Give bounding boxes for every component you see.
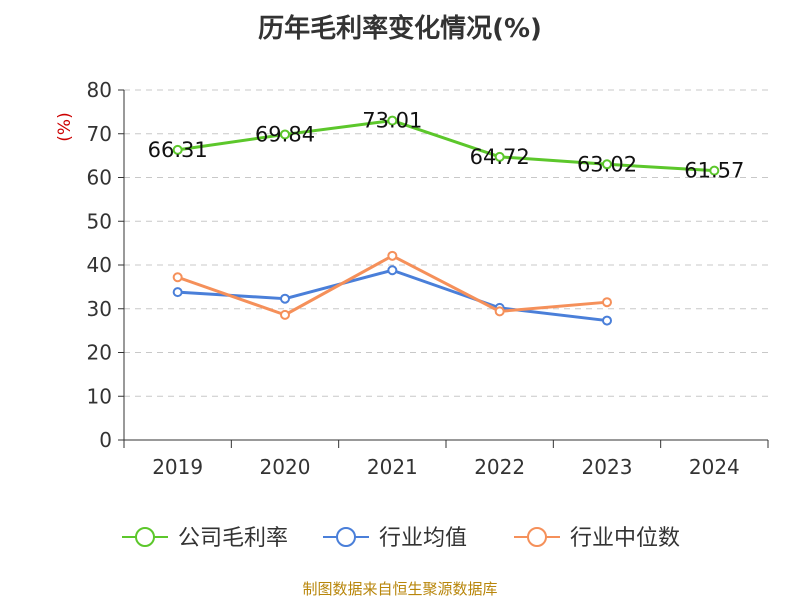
legend-label-1: 行业均值	[379, 526, 467, 551]
data-label-2019: 66.31	[148, 138, 208, 162]
x-tick-label-2022: 2022	[474, 455, 525, 479]
y-tick-label-50: 50	[87, 209, 112, 233]
y-tick-label-30: 30	[87, 297, 112, 321]
series-0-point-2019	[172, 144, 183, 155]
data-label-2020: 69.84	[255, 122, 315, 146]
x-tick-label-2024: 2024	[689, 455, 740, 479]
series-2-point-2021	[387, 250, 398, 261]
x-tick-label-2020: 2020	[260, 455, 311, 479]
series-2-point-2019	[172, 272, 183, 283]
x-tick-label-2023: 2023	[582, 455, 633, 479]
series-1-point-2020	[280, 293, 290, 304]
series-1-point-2019	[172, 287, 183, 298]
y-tick-label-60: 60	[87, 166, 112, 190]
legend-label-0: 公司毛利率	[178, 526, 288, 551]
data-label-2024: 61.57	[684, 159, 744, 183]
chart-title: 历年毛利率变化情况(%)	[258, 14, 542, 44]
series-1-point-2023	[602, 315, 612, 326]
data-label-2022: 64.72	[470, 145, 530, 169]
source-note: 制图数据来自恒生聚源数据库	[302, 580, 498, 598]
y-tick-label-40: 40	[87, 253, 112, 277]
x-tick-label-2019: 2019	[152, 455, 203, 479]
y-axis-unit-label: (%)	[55, 112, 75, 141]
series-0-point-2021	[387, 115, 398, 126]
legend-marker-0	[135, 527, 155, 547]
data-labels: 66.31 69.84 73.01 64.72 63.02 61.57	[148, 109, 745, 183]
y-tick-label-80: 80	[87, 78, 112, 102]
x-tick-label-2021: 2021	[367, 455, 418, 479]
series-0-point-2024	[709, 165, 720, 176]
series-0-point-2022	[494, 151, 505, 162]
legend-label-2: 行业中位数	[570, 526, 680, 551]
series-2-point-2020	[280, 309, 290, 320]
y-tick-label-10: 10	[87, 384, 112, 408]
series-2-point-2023	[602, 297, 612, 308]
y-tick-label-70: 70	[87, 122, 112, 146]
series-0-point-2023	[602, 159, 612, 170]
y-tick-label-0: 0	[99, 428, 112, 452]
series-line-1	[177, 268, 608, 323]
data-label-2021: 73.01	[362, 109, 422, 133]
legend: 公司毛利率 行业均值 行业中位数	[122, 526, 680, 551]
grid-lines	[124, 89, 768, 397]
legend-marker-2	[527, 527, 547, 547]
series-0-point-2020	[280, 129, 290, 140]
series-1-point-2021	[387, 265, 398, 276]
series-lines	[172, 115, 720, 326]
series-2-point-2022	[494, 306, 505, 317]
axes: 0 10 20 30 40 50 60 70 80 2019 2020 2021 2022 2023 202…	[55, 78, 769, 479]
legend-marker-1	[336, 527, 356, 547]
y-tick-label-20: 20	[87, 341, 112, 365]
data-label-2023: 63.02	[577, 152, 637, 176]
series-line-0	[177, 119, 715, 173]
